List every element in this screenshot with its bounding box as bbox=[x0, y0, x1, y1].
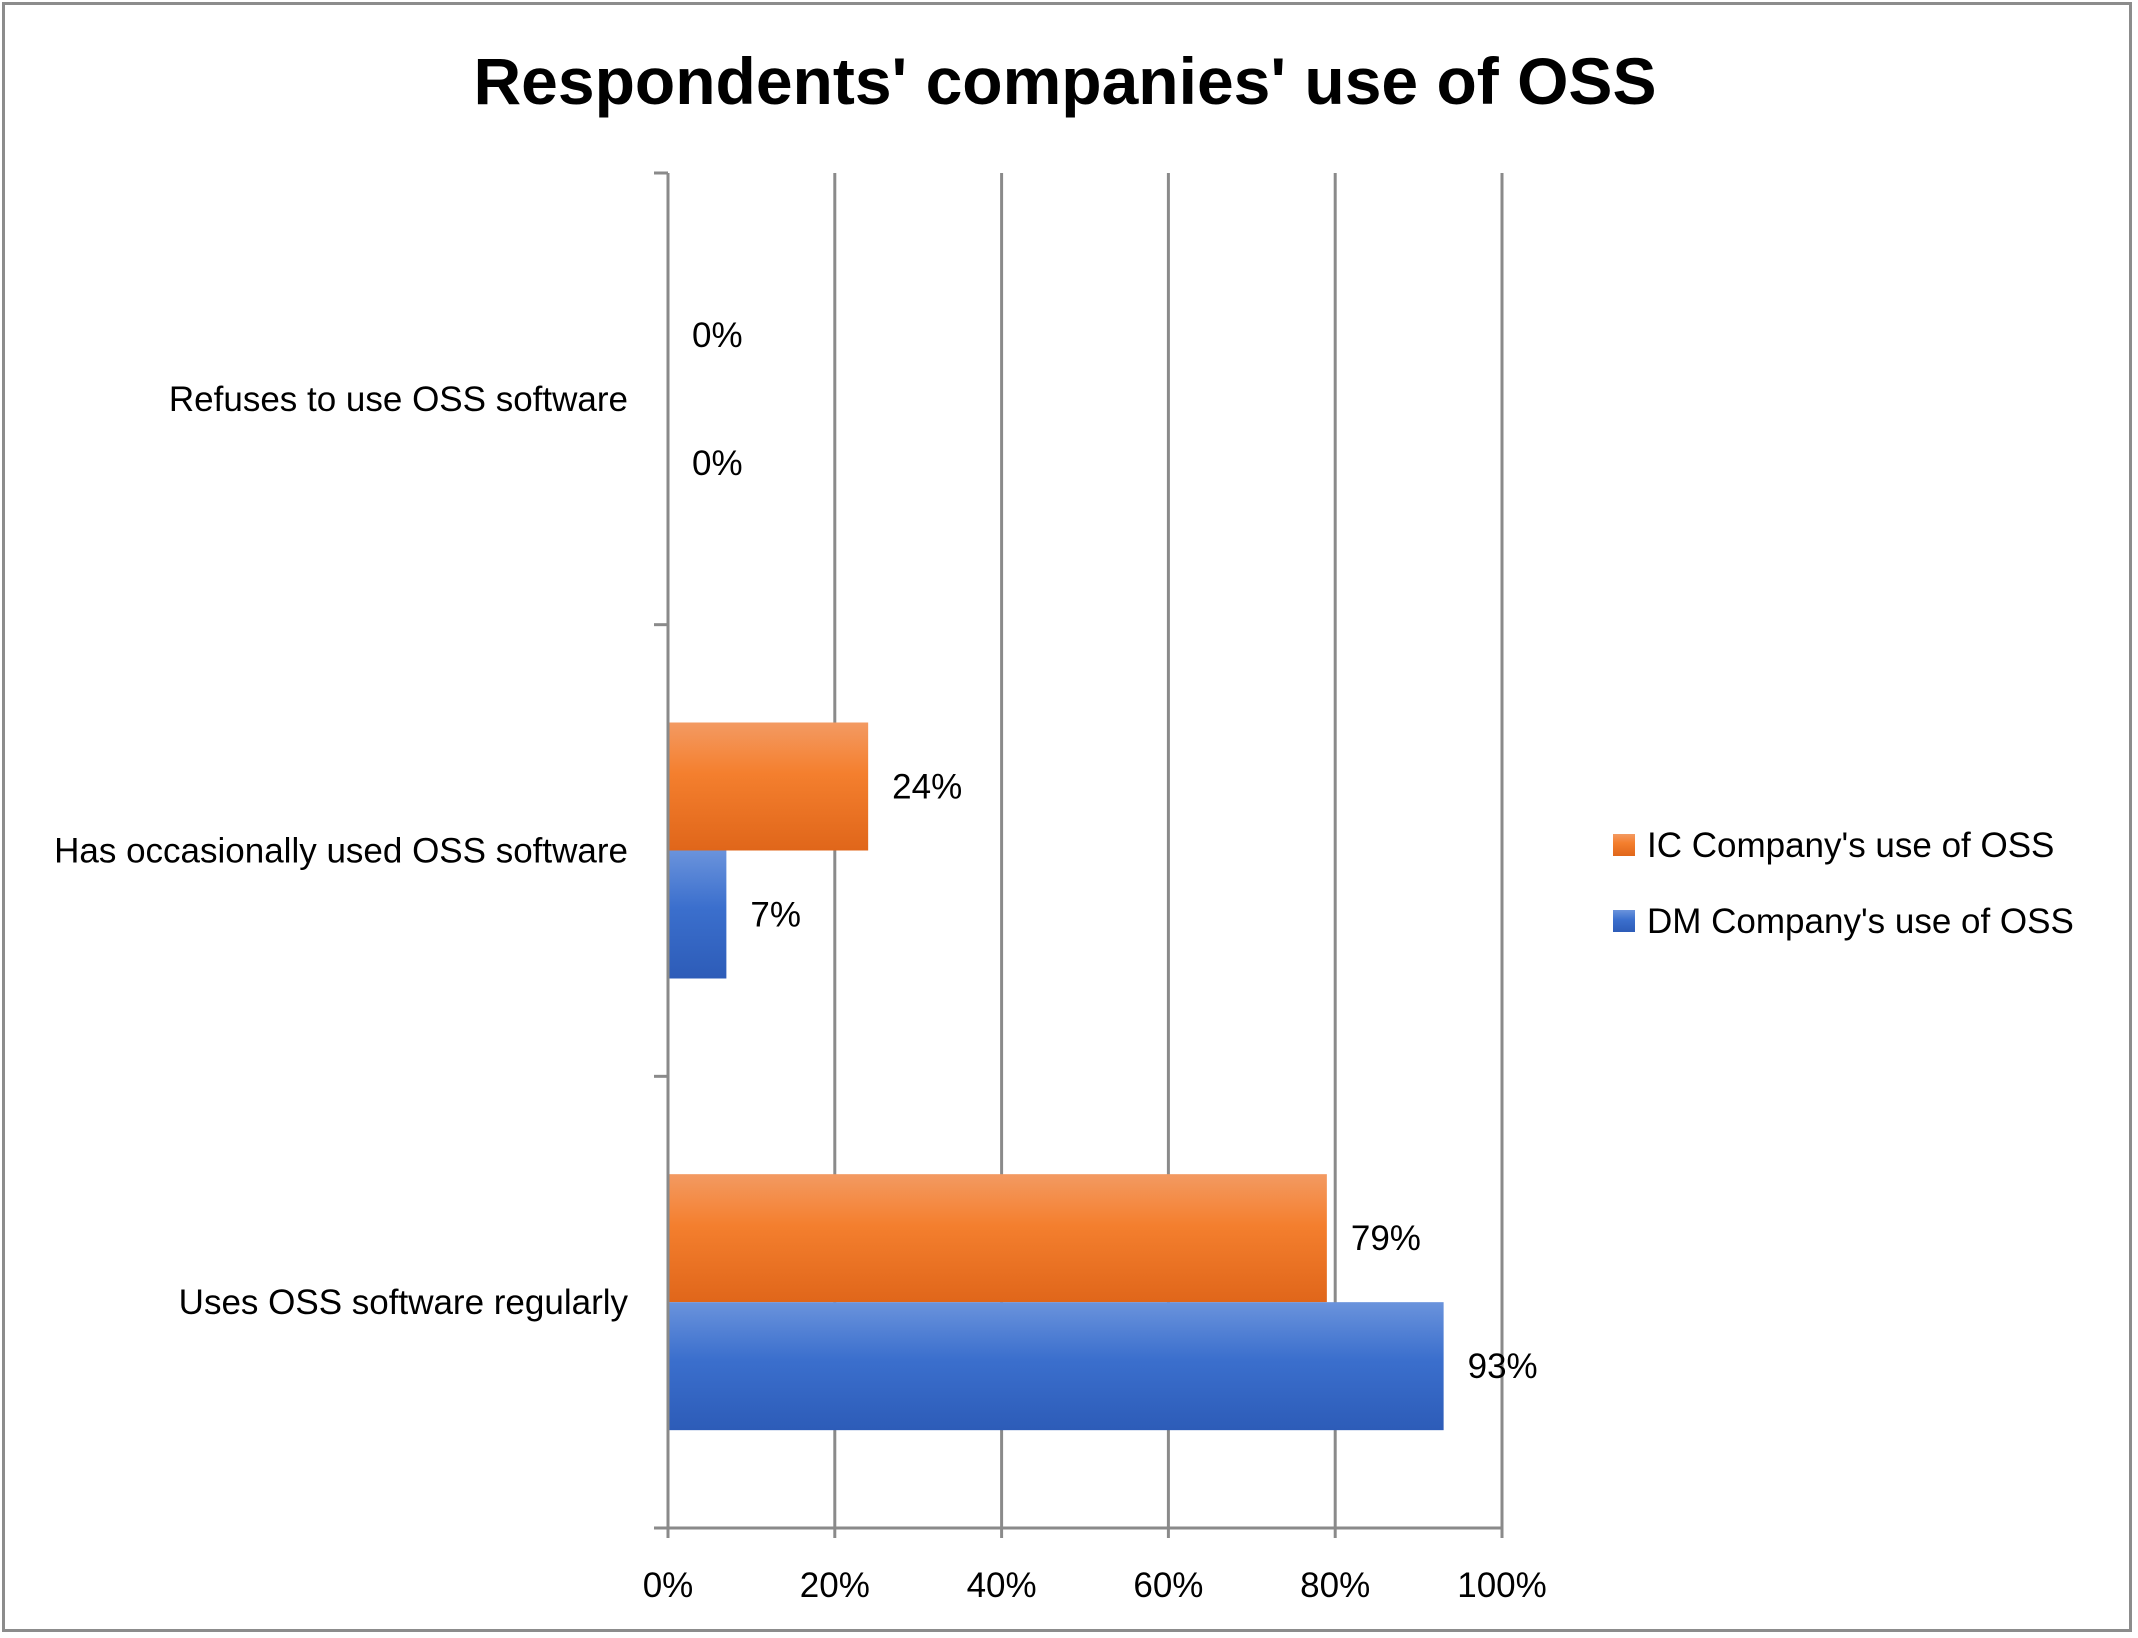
legend-label: DM Company's use of OSS bbox=[1647, 902, 2074, 941]
data-label: 24% bbox=[892, 768, 962, 807]
bar bbox=[668, 1302, 1444, 1431]
data-label: 7% bbox=[750, 896, 801, 935]
x-tick-label: 40% bbox=[967, 1566, 1037, 1605]
category-label: Refuses to use OSS software bbox=[169, 380, 628, 419]
legend-swatch bbox=[1613, 910, 1635, 932]
category-label: Uses OSS software regularly bbox=[179, 1283, 629, 1322]
x-tick-label: 60% bbox=[1133, 1566, 1203, 1605]
x-tick-label: 20% bbox=[800, 1566, 870, 1605]
x-tick-label: 80% bbox=[1300, 1566, 1370, 1605]
x-tick-label: 0% bbox=[643, 1566, 694, 1605]
category-label: Has occasionally used OSS software bbox=[54, 832, 628, 871]
bar bbox=[668, 1174, 1327, 1303]
bar bbox=[668, 722, 869, 851]
bar bbox=[668, 850, 727, 979]
x-tick-label: 100% bbox=[1457, 1566, 1547, 1605]
data-label: 93% bbox=[1468, 1347, 1538, 1386]
data-label: 0% bbox=[692, 444, 743, 483]
legend-swatch bbox=[1613, 834, 1635, 856]
data-label: 0% bbox=[692, 316, 743, 355]
data-label: 79% bbox=[1351, 1219, 1421, 1258]
chart-title: Respondents' companies' use of OSS bbox=[474, 44, 1657, 118]
legend-label: IC Company's use of OSS bbox=[1647, 826, 2054, 865]
